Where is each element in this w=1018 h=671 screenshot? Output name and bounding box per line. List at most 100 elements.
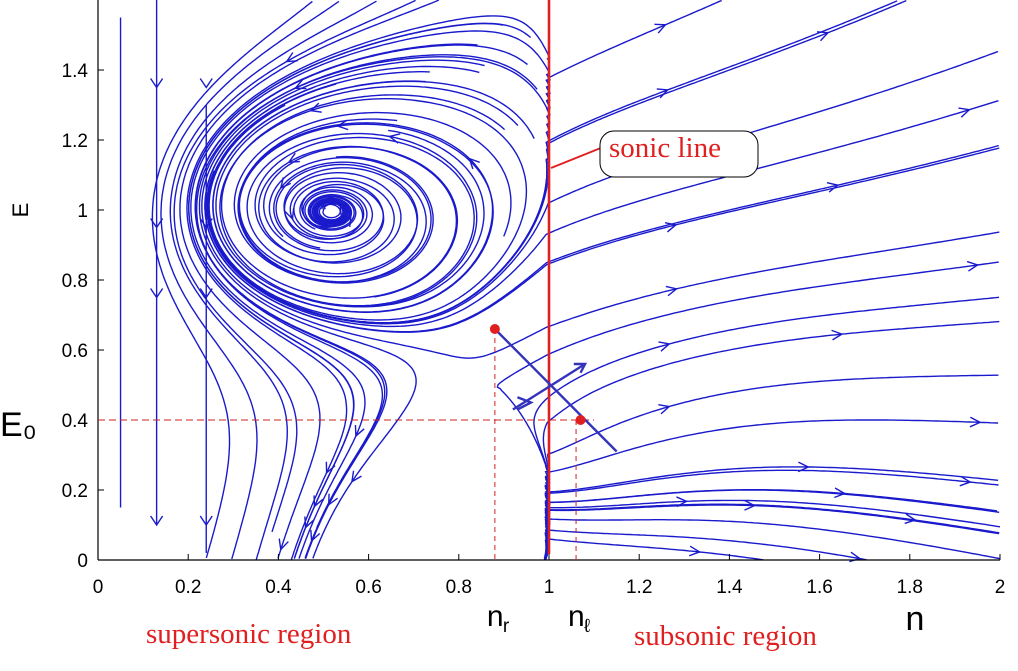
streamline-arrow bbox=[468, 157, 480, 170]
streamline-arrow bbox=[849, 551, 862, 563]
streamline bbox=[208, 97, 528, 321]
streamline-arrow bbox=[279, 177, 292, 190]
y-tick-label: 1 bbox=[77, 201, 88, 222]
x-tick-label: 1.6 bbox=[806, 577, 832, 598]
streamline-arrow bbox=[658, 341, 671, 352]
streamline bbox=[544, 529, 867, 561]
streamline-arrow bbox=[150, 78, 164, 89]
streamline bbox=[542, 320, 1000, 560]
x-tick-label: 1.2 bbox=[626, 577, 652, 598]
streamline-arrow bbox=[310, 529, 321, 543]
streamline-arrow bbox=[816, 31, 830, 42]
x-tick-label: 0 bbox=[93, 577, 104, 598]
streamline bbox=[160, 0, 340, 560]
streamline-arrow bbox=[287, 152, 300, 163]
y-tick-label: 0.2 bbox=[62, 481, 88, 502]
subsonic-region-label: subsonic region bbox=[634, 620, 817, 652]
e0-label: E₀ bbox=[0, 406, 37, 444]
streamline-arrow bbox=[664, 221, 678, 233]
streamline bbox=[215, 85, 519, 308]
streamline-arrow bbox=[278, 538, 289, 552]
x-tick-label: 0.6 bbox=[355, 577, 381, 598]
streamline-arrow bbox=[351, 470, 362, 483]
streamline bbox=[151, 0, 313, 559]
n-r-subscript: r bbox=[503, 616, 510, 637]
streamline bbox=[186, 15, 551, 560]
streamline-arrow bbox=[150, 515, 164, 527]
separatrix-arrow bbox=[573, 362, 588, 374]
streamline-arrow bbox=[826, 182, 840, 193]
y-tick-label: 0 bbox=[77, 551, 88, 572]
streamline-arrow bbox=[688, 545, 702, 557]
unstable-separatrix bbox=[512, 362, 586, 411]
x-tick-label: 0.4 bbox=[265, 577, 292, 598]
streamline-arrow bbox=[831, 329, 844, 341]
streamline bbox=[205, 100, 999, 328]
y-tick-label: 1.4 bbox=[62, 61, 89, 82]
x-tick-label: 2 bbox=[995, 577, 1006, 598]
streamline-arrow bbox=[744, 499, 757, 511]
x-tick-label: 1 bbox=[544, 577, 555, 598]
streamline bbox=[220, 94, 506, 299]
fixed-point-marker: * bbox=[320, 200, 327, 220]
streamline-arrow bbox=[150, 288, 164, 299]
streamline-arrow bbox=[284, 207, 295, 221]
marked-point bbox=[489, 324, 500, 334]
streamline-arrow bbox=[959, 475, 972, 487]
streamline-arrow bbox=[336, 119, 349, 131]
streamline-arrow bbox=[325, 461, 336, 475]
y-axis-label: E bbox=[8, 203, 33, 218]
streamline-arrow bbox=[665, 285, 679, 297]
streamline bbox=[198, 54, 538, 559]
streamline-arrow bbox=[285, 52, 298, 63]
streamline bbox=[194, 43, 478, 559]
marked-point bbox=[575, 415, 586, 425]
streamline bbox=[544, 518, 1001, 560]
streamline bbox=[195, 56, 551, 529]
streamline-arrow bbox=[904, 513, 917, 525]
streamline bbox=[188, 22, 532, 559]
y-tick-label: 0.8 bbox=[62, 271, 88, 292]
x-tick-label: 1.8 bbox=[897, 577, 923, 598]
streamline-arrow bbox=[293, 79, 307, 90]
streamline-arrow bbox=[199, 78, 213, 89]
streamline-arrow bbox=[150, 218, 164, 229]
streamline-arrow bbox=[676, 496, 689, 508]
streamline-arrow bbox=[327, 493, 338, 507]
streamline bbox=[201, 59, 1000, 359]
n-l-subscript: ℓ bbox=[584, 616, 590, 637]
streamline-arrow bbox=[658, 404, 671, 415]
y-tick-label: 0.6 bbox=[62, 341, 88, 362]
streamline-arrow bbox=[309, 102, 322, 113]
streamline bbox=[543, 537, 764, 561]
streamline-arrow bbox=[966, 260, 980, 272]
n-r-label: n bbox=[487, 600, 504, 633]
x-tick-label: 1.4 bbox=[716, 577, 743, 598]
streamline-arrow bbox=[834, 487, 847, 499]
streamline bbox=[254, 136, 475, 307]
supersonic-region-label: supersonic region bbox=[146, 618, 352, 650]
stable-separatrix bbox=[494, 328, 618, 453]
y-tick-label: 0.4 bbox=[62, 411, 89, 432]
streamline bbox=[169, 0, 377, 561]
streamline-arrow bbox=[199, 515, 213, 527]
streamline-arrow bbox=[354, 424, 365, 438]
streamline-arrow bbox=[199, 218, 213, 229]
n-l-label: n bbox=[568, 600, 585, 633]
x-tick-label: 0.2 bbox=[175, 577, 201, 598]
streamlines bbox=[119, 0, 1001, 563]
x-tick-label: 0.8 bbox=[446, 577, 472, 598]
streamline bbox=[233, 111, 512, 283]
sonic-line-label: sonic line bbox=[609, 132, 721, 164]
streamline-arrow bbox=[199, 288, 213, 299]
y-tick-label: 1.2 bbox=[62, 131, 88, 152]
streamline bbox=[190, 30, 551, 559]
axes: 0 0.2 0.4 0.6 0.8 1 1.2 1.4 1.6 1.8 2 0 0.2 0.4 0.6 0.8… bbox=[8, 0, 1005, 638]
sonic-line-callout-box bbox=[599, 130, 759, 178]
streamline bbox=[212, 80, 535, 313]
streamline-arrow bbox=[969, 416, 982, 428]
streamline-arrow bbox=[958, 107, 971, 118]
